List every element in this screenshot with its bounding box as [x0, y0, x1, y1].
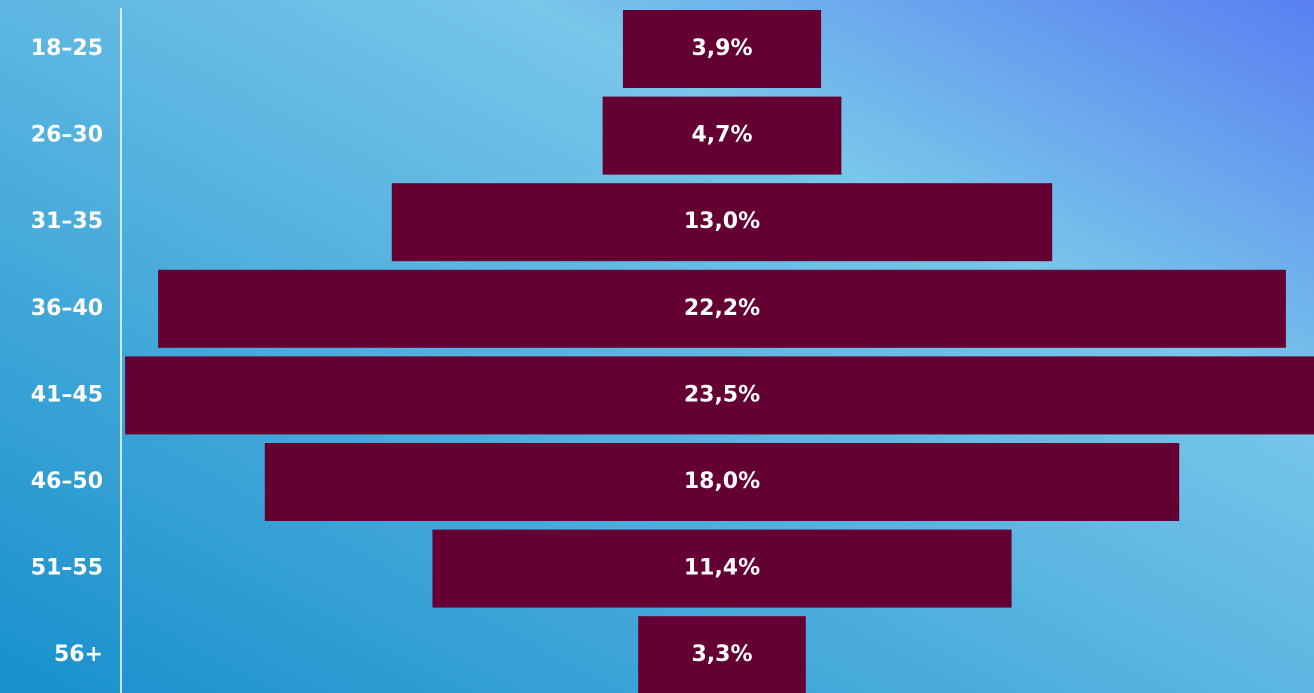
value-label: 11,4% — [684, 556, 760, 581]
category-label: 36–40 — [31, 296, 103, 321]
bar — [602, 96, 842, 175]
category-label: 18–25 — [31, 36, 103, 61]
category-label: 26–30 — [31, 123, 103, 148]
category-label: 51–55 — [31, 556, 103, 581]
category-label: 46–50 — [31, 469, 103, 494]
bar — [432, 529, 1012, 608]
value-label: 13,0% — [684, 209, 760, 234]
value-label: 18,0% — [684, 469, 760, 494]
value-label: 4,7% — [691, 123, 752, 148]
value-label: 3,9% — [691, 36, 752, 61]
value-label: 3,3% — [691, 642, 752, 667]
bar — [125, 356, 1314, 435]
value-label: 23,5% — [684, 382, 760, 407]
category-label: 31–35 — [31, 209, 103, 234]
category-label: 56+ — [54, 642, 103, 667]
bar — [622, 10, 822, 88]
bar — [264, 443, 1180, 521]
value-label: 22,2% — [684, 296, 760, 321]
bar — [638, 616, 806, 693]
bar — [391, 183, 1053, 262]
category-label: 41–45 — [31, 382, 103, 407]
bar — [158, 269, 1286, 348]
